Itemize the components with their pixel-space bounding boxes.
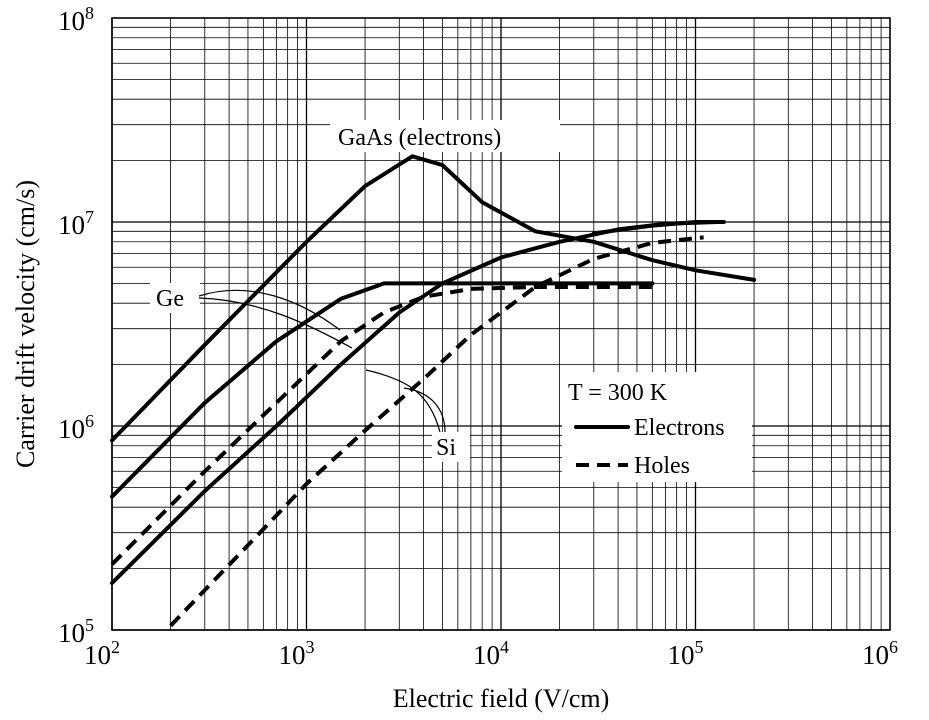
si-label-bg (432, 432, 470, 462)
gaas-label-bg (330, 120, 560, 152)
si-electrons-curve (110, 220, 720, 585)
y-tick-label: 106 (58, 411, 94, 444)
ge-electron-pointer (198, 289, 341, 331)
y-tick-label: 108 (58, 3, 94, 36)
ge-hole-pointer (198, 297, 353, 349)
gaas-label: GaAs (electrons) (338, 125, 501, 151)
ge-electrons-curve (110, 281, 655, 499)
x-axis-title: Electric field (V/cm) (393, 684, 610, 713)
ge-label: Ge (156, 286, 184, 312)
si-hole-pointer (403, 387, 446, 433)
x-tick-label: 103 (279, 637, 315, 670)
y-axis-title: Carrier drift velocity (cm/s) (11, 180, 40, 468)
si-label: Si (436, 435, 456, 461)
grid (111, 18, 890, 631)
curves (110, 154, 757, 628)
x-tick-label: 105 (668, 637, 704, 670)
gaas-electrons-curve (110, 154, 757, 443)
x-tick-label: 106 (862, 637, 898, 670)
x-tick-labels: 102 103 104 105 106 (84, 637, 898, 670)
ge-label-bg (150, 283, 200, 313)
x-tick-label: 102 (84, 637, 120, 670)
legend-electrons-label: Electrons (634, 415, 725, 441)
temperature-label: T = 300 K (568, 380, 668, 406)
y-tick-label: 107 (58, 207, 94, 240)
si-electron-pointer (365, 369, 441, 433)
legend-holes-label: Holes (634, 453, 690, 479)
si-holes-curve (169, 235, 704, 628)
x-tick-label: 104 (473, 637, 509, 670)
annotations: GaAs (electrons) Ge Si T = 300 K Electro… (150, 120, 752, 482)
ge-holes-curve (110, 285, 653, 566)
plot-frame (111, 17, 891, 631)
